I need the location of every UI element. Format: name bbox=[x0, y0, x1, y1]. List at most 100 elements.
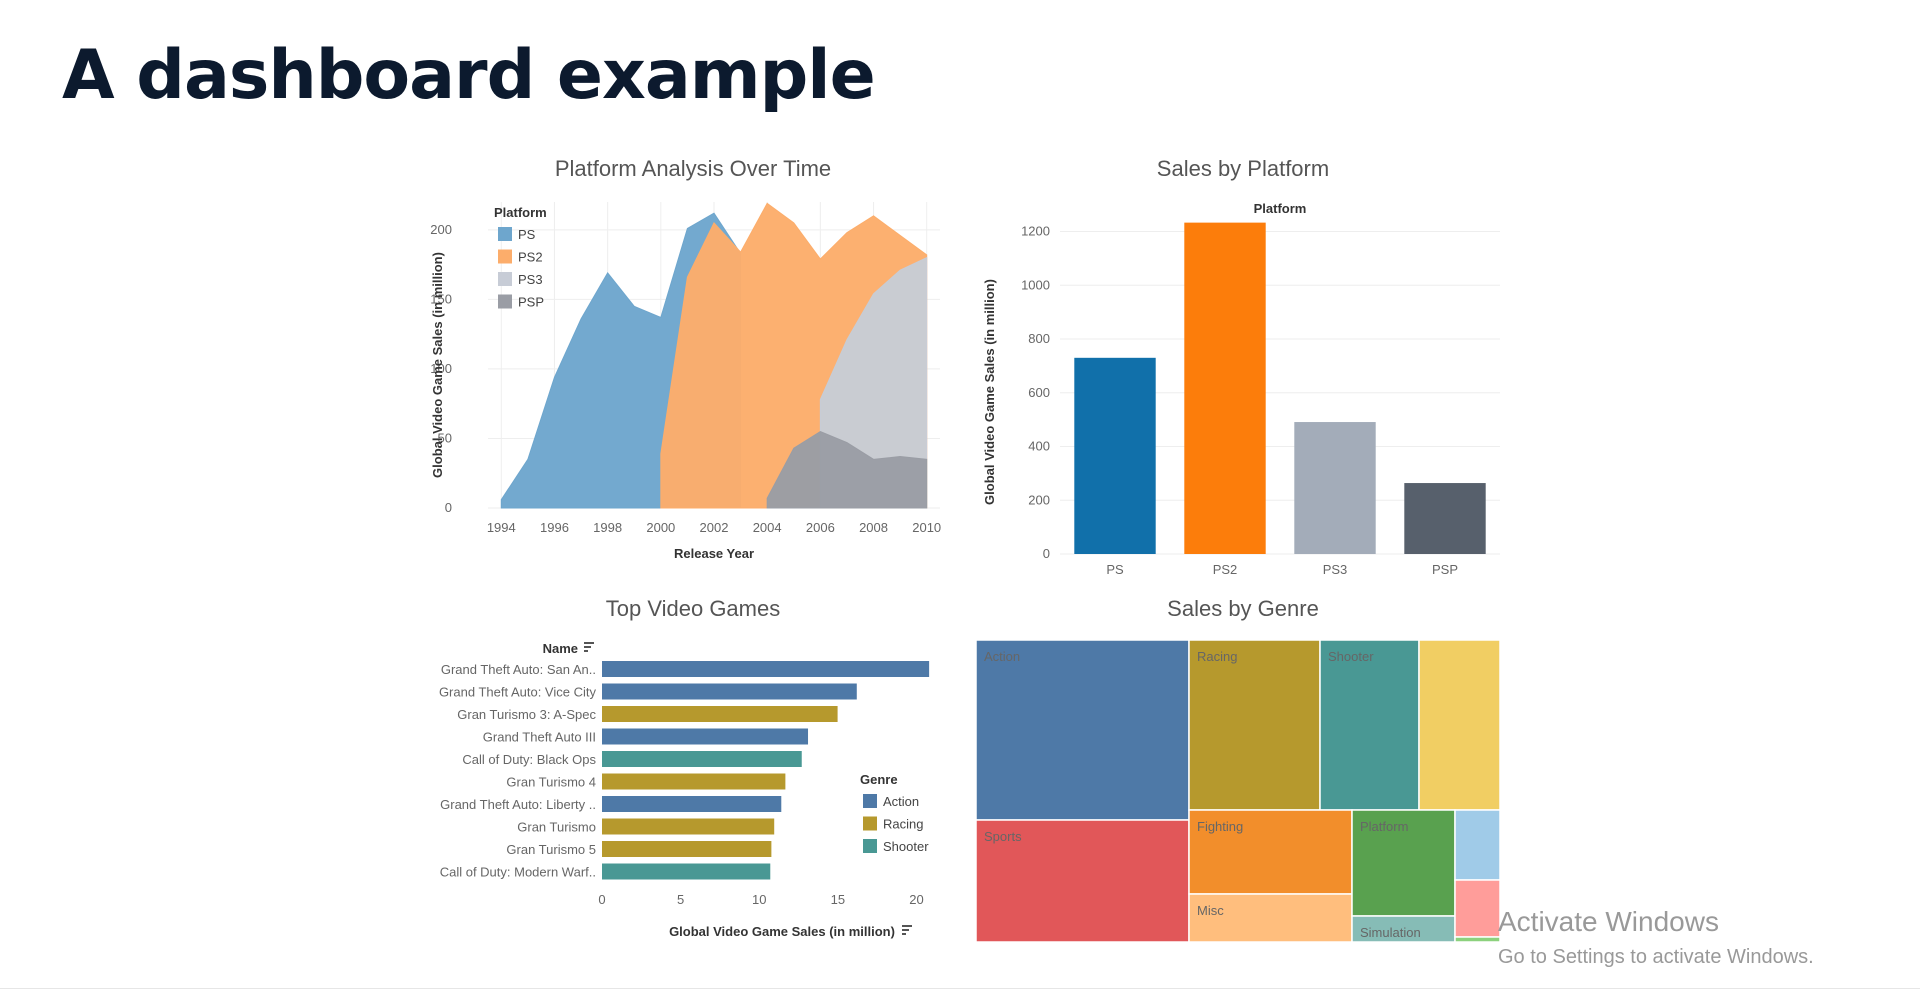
game-bar-10 bbox=[602, 863, 771, 880]
treemap-tile-misc bbox=[1188, 893, 1353, 943]
treemap-label-simulation: Simulation bbox=[1360, 925, 1421, 940]
sort-icon-line bbox=[584, 642, 594, 644]
game-name-label: Grand Theft Auto: Vice City bbox=[439, 685, 597, 700]
activate-windows-title: Activate Windows bbox=[1498, 906, 1719, 937]
legend-swatch-ps3 bbox=[498, 272, 512, 286]
treemap-tile-platform bbox=[1351, 809, 1456, 917]
sort-icon-line bbox=[902, 929, 909, 931]
platform-bar-psp bbox=[1404, 483, 1486, 554]
game-name-label: Gran Turismo bbox=[517, 820, 596, 835]
game-bar-8 bbox=[602, 818, 775, 835]
area-chart-y-axis-title: Global Video Game Sales (in million) bbox=[430, 252, 445, 478]
legend-label-racing: Racing bbox=[883, 817, 923, 832]
legend-label-action: Action bbox=[883, 794, 919, 809]
treemap-label-shooter: Shooter bbox=[1328, 649, 1374, 664]
area-chart-y-tick: 50 bbox=[438, 430, 452, 445]
platform-x-tick: PS3 bbox=[1323, 562, 1348, 577]
area-chart-x-tick: 1996 bbox=[540, 520, 569, 535]
platform-bar-ps3 bbox=[1294, 422, 1376, 554]
platform-y-tick: 800 bbox=[1028, 331, 1050, 346]
game-name-label: Call of Duty: Modern Warf.. bbox=[440, 865, 596, 880]
game-bar-7 bbox=[602, 796, 782, 812]
treemap-tile-action bbox=[975, 639, 1190, 821]
legend-label-ps: PS bbox=[518, 227, 536, 242]
sort-icon bbox=[584, 642, 594, 652]
treemap-label-fighting: Fighting bbox=[1197, 819, 1243, 834]
legend-label-ps3: PS3 bbox=[518, 272, 543, 287]
game-name-label: Grand Theft Auto: Liberty .. bbox=[440, 797, 596, 812]
area-chart-x-tick: 2010 bbox=[912, 520, 941, 535]
games-chart-x-axis-title: Global Video Game Sales (in million) bbox=[669, 924, 895, 939]
legend-swatch-ps2 bbox=[498, 249, 512, 264]
game-bar-3 bbox=[602, 706, 838, 722]
platform-y-tick: 1000 bbox=[1021, 277, 1050, 292]
area-chart-x-tick: 2004 bbox=[753, 520, 782, 535]
platform-x-tick: PSP bbox=[1432, 562, 1458, 577]
area-chart-x-tick: 2008 bbox=[859, 520, 888, 535]
platform-y-tick: 0 bbox=[1043, 546, 1050, 561]
sort-icon-line bbox=[902, 933, 906, 935]
area-chart-x-tick: 1994 bbox=[487, 520, 516, 535]
platform-chart-y-axis-title: Global Video Game Sales (in million) bbox=[982, 279, 997, 505]
platform-bar-chart-title: Sales by Platform bbox=[1156, 156, 1330, 181]
platform-bar-ps bbox=[1074, 357, 1156, 554]
legend-swatch-ps bbox=[498, 227, 512, 241]
legend-swatch-psp bbox=[498, 294, 512, 309]
treemap-label-racing: Racing bbox=[1197, 649, 1237, 664]
treemap-tile-shooter bbox=[1319, 639, 1420, 811]
games-x-tick: 10 bbox=[752, 892, 766, 907]
area-chart-x-tick: 2006 bbox=[806, 520, 835, 535]
games-legend-title: Genre bbox=[860, 772, 898, 787]
games-x-tick: 15 bbox=[831, 892, 845, 907]
treemap-tile-simulation bbox=[1454, 936, 1501, 943]
platform-x-tick: PS bbox=[1106, 562, 1124, 577]
top-games-bar-chart: Name Grand Theft Auto: San An.. Grand Thef… bbox=[439, 641, 930, 939]
game-bar-5 bbox=[602, 751, 802, 767]
games-x-tick: 20 bbox=[909, 892, 923, 907]
area-chart-y-tick: 100 bbox=[430, 361, 452, 376]
platform-bar-chart: Platform PS PS2 PS3 PSP 0 200 400 600 800 1000 1200… bbox=[982, 201, 1500, 577]
sort-icon-line bbox=[584, 650, 588, 652]
platform-y-tick: 400 bbox=[1028, 439, 1050, 454]
area-chart-legend: Platform PS PS2 PS3 PSP bbox=[494, 205, 547, 310]
treemap-label-sports: Sports bbox=[984, 829, 1022, 844]
treemap-tile-racing bbox=[1188, 639, 1321, 811]
platform-chart-header: Platform bbox=[1254, 201, 1307, 216]
area-chart-x-axis-title: Release Year bbox=[674, 546, 754, 561]
sort-icon bbox=[902, 925, 912, 935]
platform-y-tick: 1200 bbox=[1021, 224, 1050, 239]
treemap-label-platform: Platform bbox=[1360, 819, 1408, 834]
game-name-label: Gran Turismo 5 bbox=[506, 842, 596, 857]
platform-bar-ps2 bbox=[1184, 222, 1266, 554]
platform-y-tick: 600 bbox=[1028, 385, 1050, 400]
game-bar-1 bbox=[602, 661, 930, 677]
treemap-label-misc: Misc bbox=[1197, 903, 1224, 918]
game-bar-4 bbox=[602, 728, 809, 745]
genre-treemap-title: Sales by Genre bbox=[1167, 596, 1319, 621]
treemap-tile-strategy bbox=[1454, 879, 1501, 938]
game-bar-9 bbox=[602, 841, 772, 857]
games-chart-name-header: Name bbox=[543, 641, 578, 656]
game-name-label: Gran Turismo 3: A-Spec bbox=[457, 707, 596, 722]
treemap-label-action: Action bbox=[984, 649, 1020, 664]
platform-x-tick: PS2 bbox=[1213, 562, 1238, 577]
game-bar-6 bbox=[602, 773, 786, 790]
area-chart-title: Platform Analysis Over Time bbox=[554, 156, 832, 181]
area-series-psp bbox=[766, 430, 928, 509]
game-name-label: Grand Theft Auto III bbox=[483, 730, 596, 745]
slide-title: A dashboard example bbox=[62, 36, 876, 115]
area-chart-x-tick: 2000 bbox=[646, 520, 675, 535]
area-chart-x-tick: 1998 bbox=[593, 520, 622, 535]
top-games-chart-title: Top Video Games bbox=[605, 596, 781, 621]
game-name-label: Call of Duty: Black Ops bbox=[462, 752, 596, 767]
area-chart-y-tick: 150 bbox=[430, 291, 452, 306]
slide-footer-divider bbox=[0, 988, 1920, 989]
treemap-tile-role-playing bbox=[1418, 639, 1501, 811]
games-x-tick: 0 bbox=[598, 892, 605, 907]
treemap-tile-adventure bbox=[1454, 809, 1501, 881]
sort-icon-line bbox=[584, 646, 591, 648]
platform-y-tick: 200 bbox=[1028, 492, 1050, 507]
treemap-tile-sports bbox=[975, 819, 1190, 943]
legend-label-ps2: PS2 bbox=[518, 250, 543, 265]
area-chart-y-tick: 200 bbox=[430, 222, 452, 237]
